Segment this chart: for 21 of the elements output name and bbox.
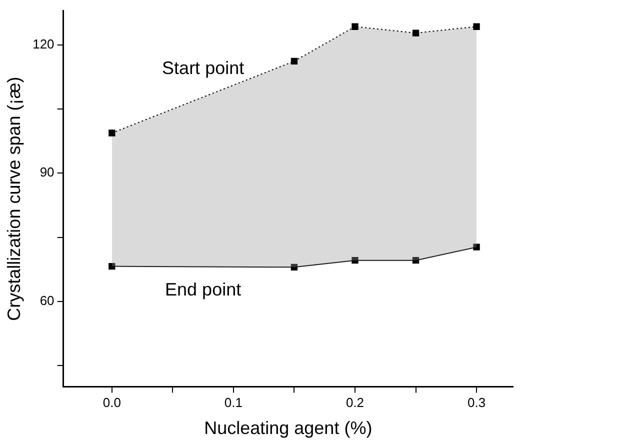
x-axis-title: Nucleating agent (%) (204, 418, 372, 438)
x-tick-label: 0.1 (224, 395, 242, 410)
point (352, 23, 358, 30)
x-tick-label: 0.3 (468, 395, 486, 410)
point (108, 262, 116, 270)
point (473, 244, 480, 250)
series-label: End point (165, 280, 242, 300)
point (290, 58, 298, 65)
point (352, 257, 358, 264)
x-tick-label: 0.2 (346, 395, 364, 410)
y-tick-label: 90 (40, 164, 54, 180)
x-tick-label: 0.0 (102, 395, 121, 410)
point (473, 23, 480, 30)
point (108, 130, 116, 136)
series-label: Start point (162, 58, 244, 78)
point (412, 257, 420, 264)
point (290, 264, 298, 270)
y-tick-label: 60 (40, 292, 54, 308)
y-tick-label: 120 (32, 36, 54, 52)
point (412, 30, 420, 36)
y-axis-title: Crystallization curve span (¡æ) (4, 76, 24, 321)
